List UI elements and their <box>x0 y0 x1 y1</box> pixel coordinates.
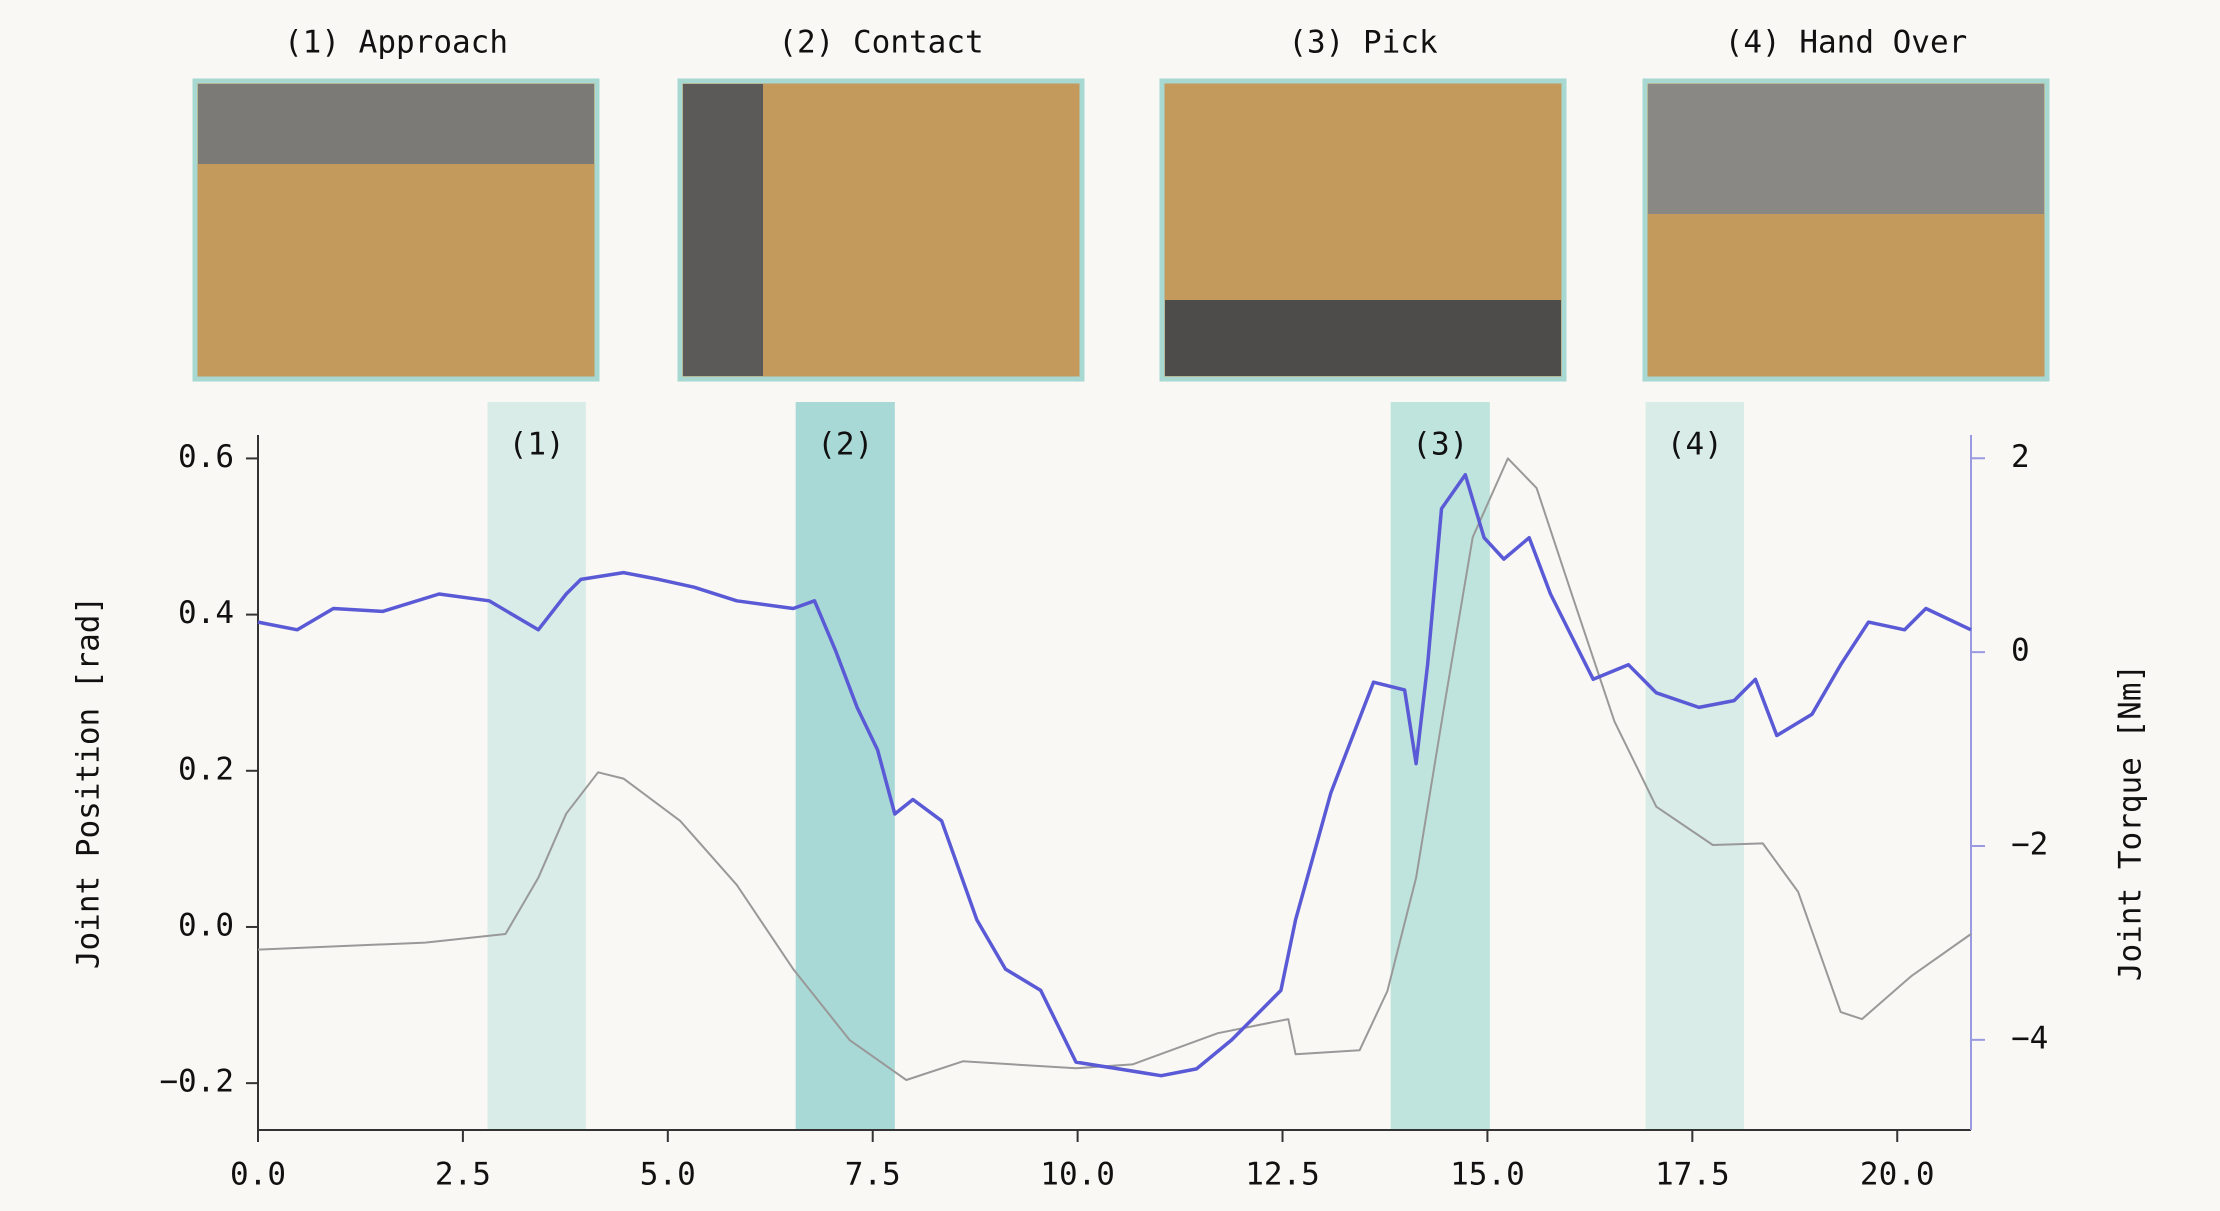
y-tick-label: −0.2 <box>159 1064 234 1100</box>
frame-caption: (3) Pick <box>1288 25 1438 61</box>
plot: (1) (2) (3) (4) 0.0 2.5 5.0 7.5 10.0 12.5 15.0 17.5… <box>71 402 2149 1193</box>
x-tick-label: 5.0 <box>640 1157 696 1193</box>
y2-tick-label: −2 <box>2011 826 2048 862</box>
photo-background <box>1165 300 1561 376</box>
y2-tick-label: 2 <box>2011 439 2030 475</box>
phase-label: (3) <box>1412 427 1468 463</box>
y-tick-label: 0.6 <box>178 439 234 475</box>
x-tick-label: 2.5 <box>435 1157 491 1193</box>
y2-tick-label: −4 <box>2011 1020 2048 1056</box>
frame-caption: (4) Hand Over <box>1725 25 1968 61</box>
data-line <box>257 472 1972 1078</box>
phase-region <box>795 402 895 1130</box>
frame-caption: (1) Approach <box>284 25 508 61</box>
photos <box>192 78 2050 382</box>
y2-axis-label: Joint Torque [Nm] <box>2113 664 2149 981</box>
photo-background <box>683 84 763 376</box>
frame-caption: (2) Contact <box>778 25 983 61</box>
data-line <box>257 457 1972 1081</box>
phase-region <box>1645 402 1744 1130</box>
x-tick-label: 7.5 <box>845 1157 901 1193</box>
x-tick-label: 15.0 <box>1450 1157 1525 1193</box>
x-tick-label: 12.5 <box>1245 1157 1320 1193</box>
y-tick-label: 0.4 <box>178 595 234 631</box>
x-tick-label: 0.0 <box>230 1157 286 1193</box>
y-axis-label: Joint Position [rad] <box>71 596 107 969</box>
x-tick-label: 10.0 <box>1040 1157 1115 1193</box>
phase-region <box>487 402 586 1130</box>
phase-label: (4) <box>1667 427 1723 463</box>
phase-label: (2) <box>817 427 873 463</box>
photo-background <box>1648 84 2044 214</box>
x-tick-label: 20.0 <box>1860 1157 1935 1193</box>
x-tick-label: 17.5 <box>1655 1157 1730 1193</box>
y-tick-label: 0.2 <box>178 751 234 787</box>
y-tick-label: 0.0 <box>178 907 234 943</box>
y2-tick-label: 0 <box>2011 633 2030 669</box>
phase-label: (1) <box>509 427 565 463</box>
photo-background <box>198 84 594 164</box>
